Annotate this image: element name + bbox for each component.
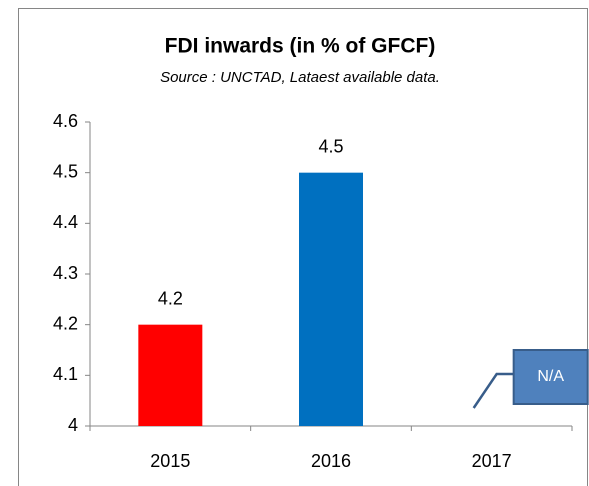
- y-tick-label: 4.4: [53, 212, 78, 232]
- callout-leader: [472, 372, 514, 409]
- x-tick-label: 2015: [150, 451, 190, 471]
- data-label: 4.5: [318, 136, 343, 156]
- chart-subtitle: Source : UNCTAD, Lataest available data.: [160, 69, 440, 86]
- callout-box: [512, 349, 589, 405]
- callout-text: N/A: [537, 368, 564, 385]
- y-tick-label: 4.6: [53, 111, 78, 131]
- chart-title: FDI inwards (in % of GFCF): [165, 35, 436, 58]
- y-tick-label: 4.2: [53, 313, 78, 333]
- x-tick-label: 2017: [472, 451, 512, 471]
- x-tick-label: 2016: [311, 451, 351, 471]
- y-tick-label: 4.1: [53, 364, 78, 384]
- y-tick-label: 4: [68, 415, 78, 435]
- y-tick-label: 4.5: [53, 161, 78, 181]
- bar: [299, 172, 363, 426]
- y-tick-label: 4.3: [53, 263, 78, 283]
- data-label: 4.2: [158, 288, 183, 308]
- bar: [138, 324, 203, 426]
